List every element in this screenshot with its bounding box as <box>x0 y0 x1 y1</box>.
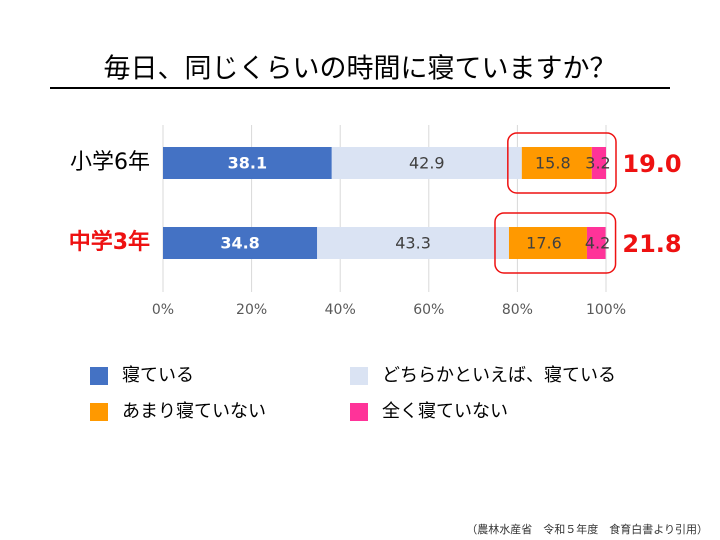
legend-label: 全く寝ていない <box>382 401 508 422</box>
bar-segment <box>163 147 332 179</box>
bar-segment <box>591 147 606 179</box>
value-label: 43.3 <box>395 234 431 253</box>
x-tick-label: 0% <box>152 302 174 318</box>
legend-label: あまり寝ていない <box>122 401 266 422</box>
highlight-box <box>494 212 617 274</box>
annotation: 19.0 <box>622 150 681 178</box>
bar-segment <box>317 227 509 259</box>
value-label: 4.2 <box>585 234 610 253</box>
source-note: （農林水産省 令和５年度 食育白書より引用） <box>466 522 708 536</box>
annotation: 21.8 <box>622 230 681 258</box>
x-tick-label: 80% <box>502 302 533 318</box>
legend-swatch <box>350 367 368 385</box>
x-tick-label: 100% <box>586 302 626 318</box>
chart-title: 毎日、同じくらいの時間に寝ていますか？ <box>104 54 617 85</box>
legend-label: どちらかといえば、寝ている <box>382 365 616 386</box>
x-tick-label: 20% <box>236 302 267 318</box>
x-tick-label: 40% <box>325 302 356 318</box>
bar-segment <box>163 227 318 259</box>
value-label: 15.8 <box>535 154 571 173</box>
legend-swatch <box>90 367 108 385</box>
bar-segment <box>331 147 522 179</box>
highlight-box <box>507 132 617 194</box>
x-tick-label: 60% <box>413 302 444 318</box>
value-label: 38.1 <box>228 154 267 173</box>
y-tick-label: 中学3年 <box>69 229 150 255</box>
value-label: 3.2 <box>585 154 610 173</box>
legend-swatch <box>90 403 108 421</box>
value-label: 42.9 <box>409 154 445 173</box>
bar-segment <box>508 227 587 259</box>
bar-segment <box>521 147 592 179</box>
y-tick-label: 小学6年 <box>70 150 150 175</box>
bar-segment <box>586 227 606 259</box>
value-label: 34.8 <box>220 234 259 253</box>
legend-label: 寝ている <box>122 365 194 386</box>
value-label: 17.6 <box>526 234 562 253</box>
legend-swatch <box>350 403 368 421</box>
